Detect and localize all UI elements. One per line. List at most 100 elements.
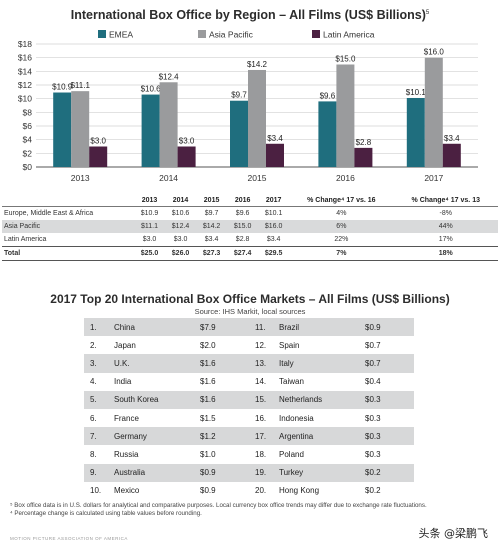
y-tick-label: $14 bbox=[18, 66, 32, 76]
market-rank: 18. bbox=[255, 449, 267, 459]
market-rank: 17. bbox=[249, 427, 276, 446]
bar bbox=[230, 100, 248, 167]
y-tick-label: $8 bbox=[23, 107, 33, 117]
table-cell: $11.1 bbox=[134, 220, 166, 233]
table-cell: $2.8 bbox=[235, 236, 250, 243]
table-row: 7. Germany $1.2 17. Argentina $0.3 bbox=[84, 427, 414, 446]
market-name: Argentina bbox=[276, 427, 362, 446]
market-value: $0.9 bbox=[362, 318, 414, 337]
market-rank: 10. bbox=[90, 486, 102, 496]
data-label: $9.7 bbox=[231, 91, 247, 100]
market-name: U.K. bbox=[111, 354, 197, 373]
bar bbox=[318, 101, 337, 167]
market-rank: 20. bbox=[255, 486, 267, 496]
table-cell: $3.0 bbox=[142, 236, 157, 243]
y-tick-label: $10 bbox=[18, 94, 32, 104]
chart-title: International Box Office by Region – All… bbox=[70, 8, 430, 22]
data-label: $2.8 bbox=[356, 138, 372, 147]
column-header: 2014 bbox=[165, 195, 197, 207]
data-label: $12.4 bbox=[159, 72, 180, 81]
market-name: Netherlands bbox=[276, 390, 362, 409]
market-rank: 11. bbox=[249, 318, 276, 337]
y-tick-label: $18 bbox=[18, 39, 32, 49]
column-header: 2013 bbox=[134, 195, 166, 207]
data-label: $3.4 bbox=[444, 134, 460, 143]
market-rank: 15. bbox=[249, 390, 276, 409]
legend-swatch bbox=[312, 30, 320, 38]
market-name: Russia bbox=[114, 449, 139, 459]
table-row: 2. Japan $2.0 12. Spain $0.7 bbox=[84, 336, 414, 354]
market-name: Hong Kong bbox=[279, 486, 320, 496]
legend-label: Latin America bbox=[323, 30, 375, 40]
market-rank: 9. bbox=[84, 463, 111, 482]
market-rank: 14. bbox=[255, 377, 267, 387]
column-header: 2015 bbox=[196, 195, 228, 207]
bar-chart: $0 $2 $4 $6 $8 $10 $12 $14 $16 $18 EMEA Asia Pacifi… bbox=[18, 30, 478, 183]
markets-table: 1. China $7.9 11. Brazil $0.9 2. Japan $2.0 12. Sp… bbox=[84, 318, 414, 500]
x-tick-label: 2016 bbox=[336, 173, 355, 183]
bar bbox=[53, 92, 72, 167]
x-tick-label: 2014 bbox=[159, 173, 178, 183]
markets-source: Source: IHS Markit, local sources bbox=[194, 307, 306, 316]
table-row: Europe, Middle East & Africa $10.9 $10.6 $9… bbox=[2, 207, 498, 221]
footnote-4: ⁴ Percentage change is calculated using … bbox=[10, 510, 202, 517]
market-rank: 1. bbox=[84, 318, 111, 337]
watermark: 头条 @梁鹏飞 bbox=[418, 527, 489, 540]
column-header: % Change⁴ 17 vs. 13 bbox=[393, 195, 498, 207]
table-row: Total $25.0 $26.0 $27.3 $27.4 $29.5 7% 18% bbox=[2, 246, 498, 261]
table-cell: $9.6 bbox=[235, 210, 250, 217]
table-cell: $27.3 bbox=[196, 246, 228, 261]
row-label: Europe, Middle East & Africa bbox=[4, 210, 94, 217]
market-rank: 8. bbox=[90, 449, 97, 459]
markets-title: 2017 Top 20 International Box Office Mar… bbox=[50, 292, 450, 306]
data-label: $3.4 bbox=[267, 134, 283, 143]
row-label: Asia Pacific bbox=[2, 220, 134, 233]
market-name: Japan bbox=[114, 340, 136, 350]
bar bbox=[89, 146, 108, 167]
column-header: 2017 bbox=[258, 195, 290, 207]
bar bbox=[406, 97, 425, 167]
data-label: $9.6 bbox=[320, 91, 336, 100]
market-rank: 3. bbox=[84, 354, 111, 373]
y-tick-label: $6 bbox=[23, 121, 33, 131]
market-rank: 16. bbox=[255, 413, 267, 423]
market-value: $1.6 bbox=[197, 390, 249, 409]
market-value: $0.4 bbox=[365, 377, 381, 387]
data-label: $15.0 bbox=[335, 55, 356, 64]
table-row: 6. France $1.5 16. Indonesia $0.3 bbox=[84, 409, 414, 427]
bar bbox=[442, 143, 461, 167]
market-value: $0.3 bbox=[362, 427, 414, 446]
bar bbox=[266, 143, 284, 167]
column-header: % Change⁴ 17 vs. 16 bbox=[289, 195, 394, 207]
market-value: $0.3 bbox=[365, 413, 381, 423]
market-rank: 13. bbox=[249, 354, 276, 373]
table-cell: $10.6 bbox=[171, 210, 190, 217]
market-name: Turkey bbox=[276, 463, 362, 482]
market-name: Indonesia bbox=[279, 413, 314, 423]
summary-table: 2013 2014 2015 2016 2017% Change⁴ 17 vs. 16%… bbox=[0, 195, 500, 261]
table-cell: 18% bbox=[393, 246, 498, 261]
market-rank: 6. bbox=[90, 413, 97, 423]
y-tick-label: $16 bbox=[18, 53, 32, 63]
bar bbox=[354, 147, 373, 167]
table-row: 4. India $1.6 14. Taiwan $0.4 bbox=[84, 373, 414, 391]
table-cell: $12.4 bbox=[165, 220, 197, 233]
market-value: $0.3 bbox=[365, 449, 381, 459]
bar bbox=[424, 57, 443, 167]
market-value: $0.2 bbox=[365, 486, 381, 496]
table-cell: $3.4 bbox=[204, 236, 219, 243]
market-rank: 12. bbox=[255, 340, 267, 350]
market-rank: 19. bbox=[249, 463, 276, 482]
data-label: $11.1 bbox=[70, 81, 90, 90]
table-row: 3. U.K. $1.6 13. Italy $0.7 bbox=[84, 354, 414, 373]
market-name: Italy bbox=[276, 354, 362, 373]
y-tick-label: $4 bbox=[23, 135, 33, 145]
legend-label: EMEA bbox=[109, 30, 133, 40]
table-cell: $26.0 bbox=[165, 246, 197, 261]
data-label: $10.1 bbox=[406, 88, 427, 97]
bar bbox=[177, 146, 196, 167]
table-cell: $3.4 bbox=[266, 236, 281, 243]
bar bbox=[141, 94, 160, 167]
table-cell: $15.0 bbox=[227, 220, 259, 233]
table-cell: $14.2 bbox=[196, 220, 228, 233]
